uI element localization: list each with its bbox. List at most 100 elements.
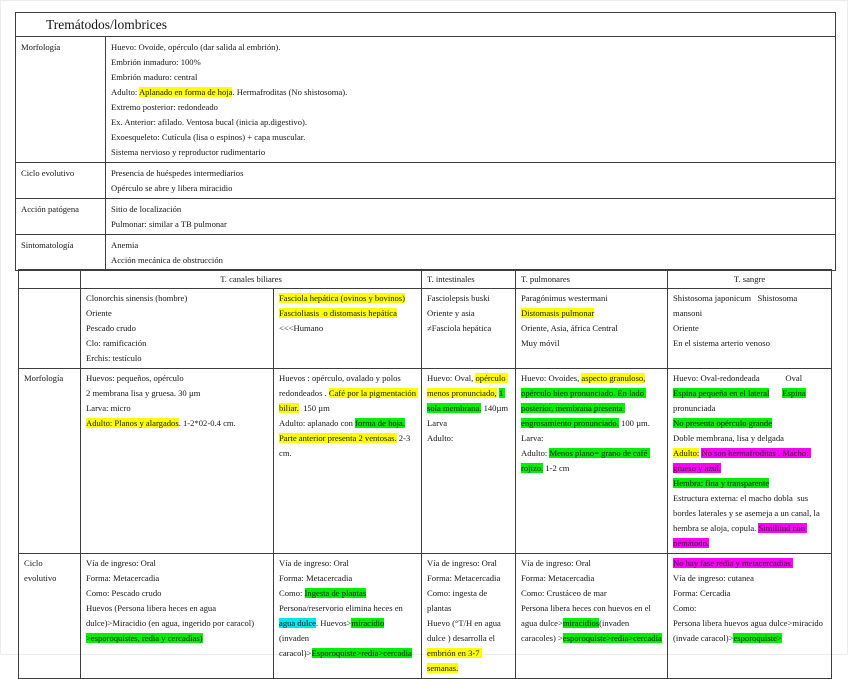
text-segment: Huevo: Ovoide, opérculo (dar salida al e… (111, 42, 281, 52)
header-pulmonares: T. pulmonares (515, 269, 669, 289)
text-segment: Larva: (521, 433, 544, 443)
text-line: Larva: micro (86, 401, 268, 416)
text-line: Huevo: Oval-redondeada Oval (673, 371, 826, 386)
cell-sintomatologia: Anemia Acción mecánica de obstrucción (105, 234, 836, 271)
text-segment: Shistosoma japonicum Shistosoma mansoni (673, 293, 800, 318)
text-line: Larva: (521, 431, 662, 446)
header-sangre: T. sangre (667, 269, 833, 289)
highlighted-text: Esporoquiste>redia>cercadia (311, 648, 412, 658)
text-line: Persona libera heces con huevos en el ag… (521, 601, 662, 646)
text-line: Forma: Cercadia (673, 586, 826, 601)
text-line: Ex. Anterior: afilado. Ventosa bucal (in… (111, 115, 830, 130)
highlighted-text: miracidio (351, 618, 385, 628)
text-line: Adulto: aplanado con forma de hoja. Part… (279, 416, 416, 461)
text-line: Clo: ramificación (86, 336, 268, 351)
text-line: Fascioliasis o distomasis hepática (279, 306, 416, 321)
highlighted-text: >esporoquistes, redia y cercadias) (86, 633, 203, 643)
text-line: Forma: Metacercadia (427, 571, 510, 586)
text-line: Adulto: Aplanado en forma de hoja. Herma… (111, 85, 830, 100)
text-segment: . Hermafroditas (No shistosoma). (232, 87, 348, 97)
highlighted-text: Espina pequeña en el lateral (673, 388, 770, 398)
text-line: Vía de ingreso: Oral (279, 556, 416, 571)
text-segment: Vía de ingreso: Oral (427, 558, 497, 568)
text-segment: Larva (427, 418, 448, 428)
text-segment: Adulto: aplanado con (279, 418, 356, 428)
cell-ciclo: Presencia de huéspedes intermediarios Opé… (105, 162, 836, 199)
ciclo-evolutivo-row: Ciclo evolutivo Vía de ingreso: Oral Form… (18, 553, 833, 679)
ciclo-clonorchis: Vía de ingreso: Oral Forma: Metacercadia C… (80, 553, 274, 679)
species-paragonimus: Paragónimus westermani Distomasis pulmona… (515, 288, 669, 369)
text-segment: ≠Fasciola hepática (427, 323, 492, 333)
highlighted-text: esporoquiste> (733, 633, 782, 643)
table-title: Tremátodos/lombrices (15, 12, 836, 37)
text-line: Como: ingesta de plantas (427, 586, 510, 616)
header-intestinales: T. intestinales (421, 269, 517, 289)
text-segment: Clo: ramificación (86, 338, 147, 348)
row-label-morfologia: Morfología (18, 368, 81, 554)
text-segment: Huevos: pequeños, opérculo (86, 373, 184, 383)
text-line: Distomasis pulmonar (521, 306, 662, 321)
text-segment: 2-3 cm. (279, 433, 413, 458)
text-line: Persona libera huevos agua dulce>miracid… (673, 616, 826, 646)
morfologia-sangre: Huevo: Oval-redondeada Oval Espina pequeñ… (667, 368, 833, 554)
text-line: 2 membrana lisa y gruesa. 30 µm (86, 386, 268, 401)
text-segment: Huevo: Oval, (427, 373, 476, 383)
highlighted-text: Aplanado en forma de hoja (138, 87, 233, 97)
highlighted-text: aspecto granuloso, (581, 373, 646, 383)
text-line: Muy móvil (521, 336, 662, 351)
cell-accion-patogena: Sitio de localización Pulmonar: similar a… (105, 198, 836, 235)
text-line: Acción mecánica de obstrucción (111, 253, 830, 268)
text-line: Adulto: No son hermafroditas . Macho: gr… (673, 446, 826, 476)
row-label-sintomatologia: Sintomatología (15, 234, 106, 271)
species-label-empty (18, 288, 81, 369)
text-line: Huevo: Ovoides, aspecto granuloso, opérc… (521, 371, 662, 431)
text-line: Hembra: fina y transparente (673, 476, 826, 491)
text-line: Oriente y asia (427, 306, 510, 321)
text-segment: Acción mecánica de obstrucción (111, 255, 223, 265)
text-segment: . Huevos> (315, 618, 352, 628)
text-segment: Pulmonar: similar a TB pulmonar (111, 219, 227, 229)
text-line: Oriente, Asia, áfrica Central (521, 321, 662, 336)
highlighted-text: forma de hoja. (355, 418, 406, 428)
text-line: Estructura externa: el macho dobla sus b… (673, 491, 826, 551)
ciclo-pulmonares: Vía de ingreso: Oral Forma: Metacercadia C… (515, 553, 669, 679)
species-fasciolepsis-buski: Fasciolepsis buski Oriente y asia ≠Fasciol… (421, 288, 517, 369)
text-line: Doble membrana, lisa y delgada (673, 431, 826, 446)
text-segment: Oriente y asia (427, 308, 475, 318)
highlighted-text: embrión en 3-7 semanas. (427, 648, 482, 673)
text-line: Paragónimus westermani (521, 291, 662, 306)
text-segment: Vía de ingreso: cutanea (673, 573, 754, 583)
text-line: En el sistema arterio venoso (673, 336, 826, 351)
text-segment: Oriente (86, 308, 112, 318)
cell-morfologia: Huevo: Ovoide, opérculo (dar salida al e… (105, 36, 836, 163)
text-line: Vía de ingreso: Oral (521, 556, 662, 571)
text-segment: Exoesqueleto: Cutícula (lisa o espinos) … (111, 132, 306, 142)
text-segment: Persona/reservorio elimina heces en (279, 603, 405, 613)
summary-row-accion: Acción patógena Sitio de localización Pul… (15, 198, 836, 235)
text-line: Como: Ingesta de plantas (279, 586, 416, 601)
text-segment: Muy móvil (521, 338, 560, 348)
text-segment: Fasciolepsis buski (427, 293, 490, 303)
text-segment: Huevo: Oval-redondeada Oval (673, 373, 803, 383)
text-line: Embrión inmaduro: 100% (111, 55, 830, 70)
text-line: Sistema nervioso y reproductor rudimenta… (111, 145, 830, 160)
text-segment: Adulto: (111, 87, 139, 97)
text-segment: Extremo posterior: redondeado (111, 102, 218, 112)
text-line: Fasciolepsis buski (427, 291, 510, 306)
text-segment: En el sistema arterio venoso (673, 338, 770, 348)
text-segment: Forma: Metacercadia (279, 573, 353, 583)
text-segment: Sitio de localización (111, 204, 182, 214)
text-line: Larva (427, 416, 510, 431)
text-segment: Embrión inmaduro: 100% (111, 57, 201, 67)
text-segment: 140µm (481, 403, 509, 413)
text-segment: Vía de ingreso: Oral (279, 558, 349, 568)
highlighted-text: Espina (782, 388, 806, 398)
highlighted-text: Parte anterior presenta 2 ventosas. (279, 433, 397, 443)
text-segment: Huevos (Persona libera heces en agua dul… (86, 603, 255, 628)
text-segment: Paragónimus westermani (521, 293, 608, 303)
text-line: Fasciola hepática (ovinos y bovinos) (279, 291, 416, 306)
highlighted-text: Ingesta de plantas (304, 588, 367, 598)
text-segment: Anemia (111, 240, 139, 250)
morfologia-pulmonares: Huevo: Ovoides, aspecto granuloso, opérc… (515, 368, 669, 554)
text-segment: Clonorchis sinensis (hombre) (86, 293, 188, 303)
